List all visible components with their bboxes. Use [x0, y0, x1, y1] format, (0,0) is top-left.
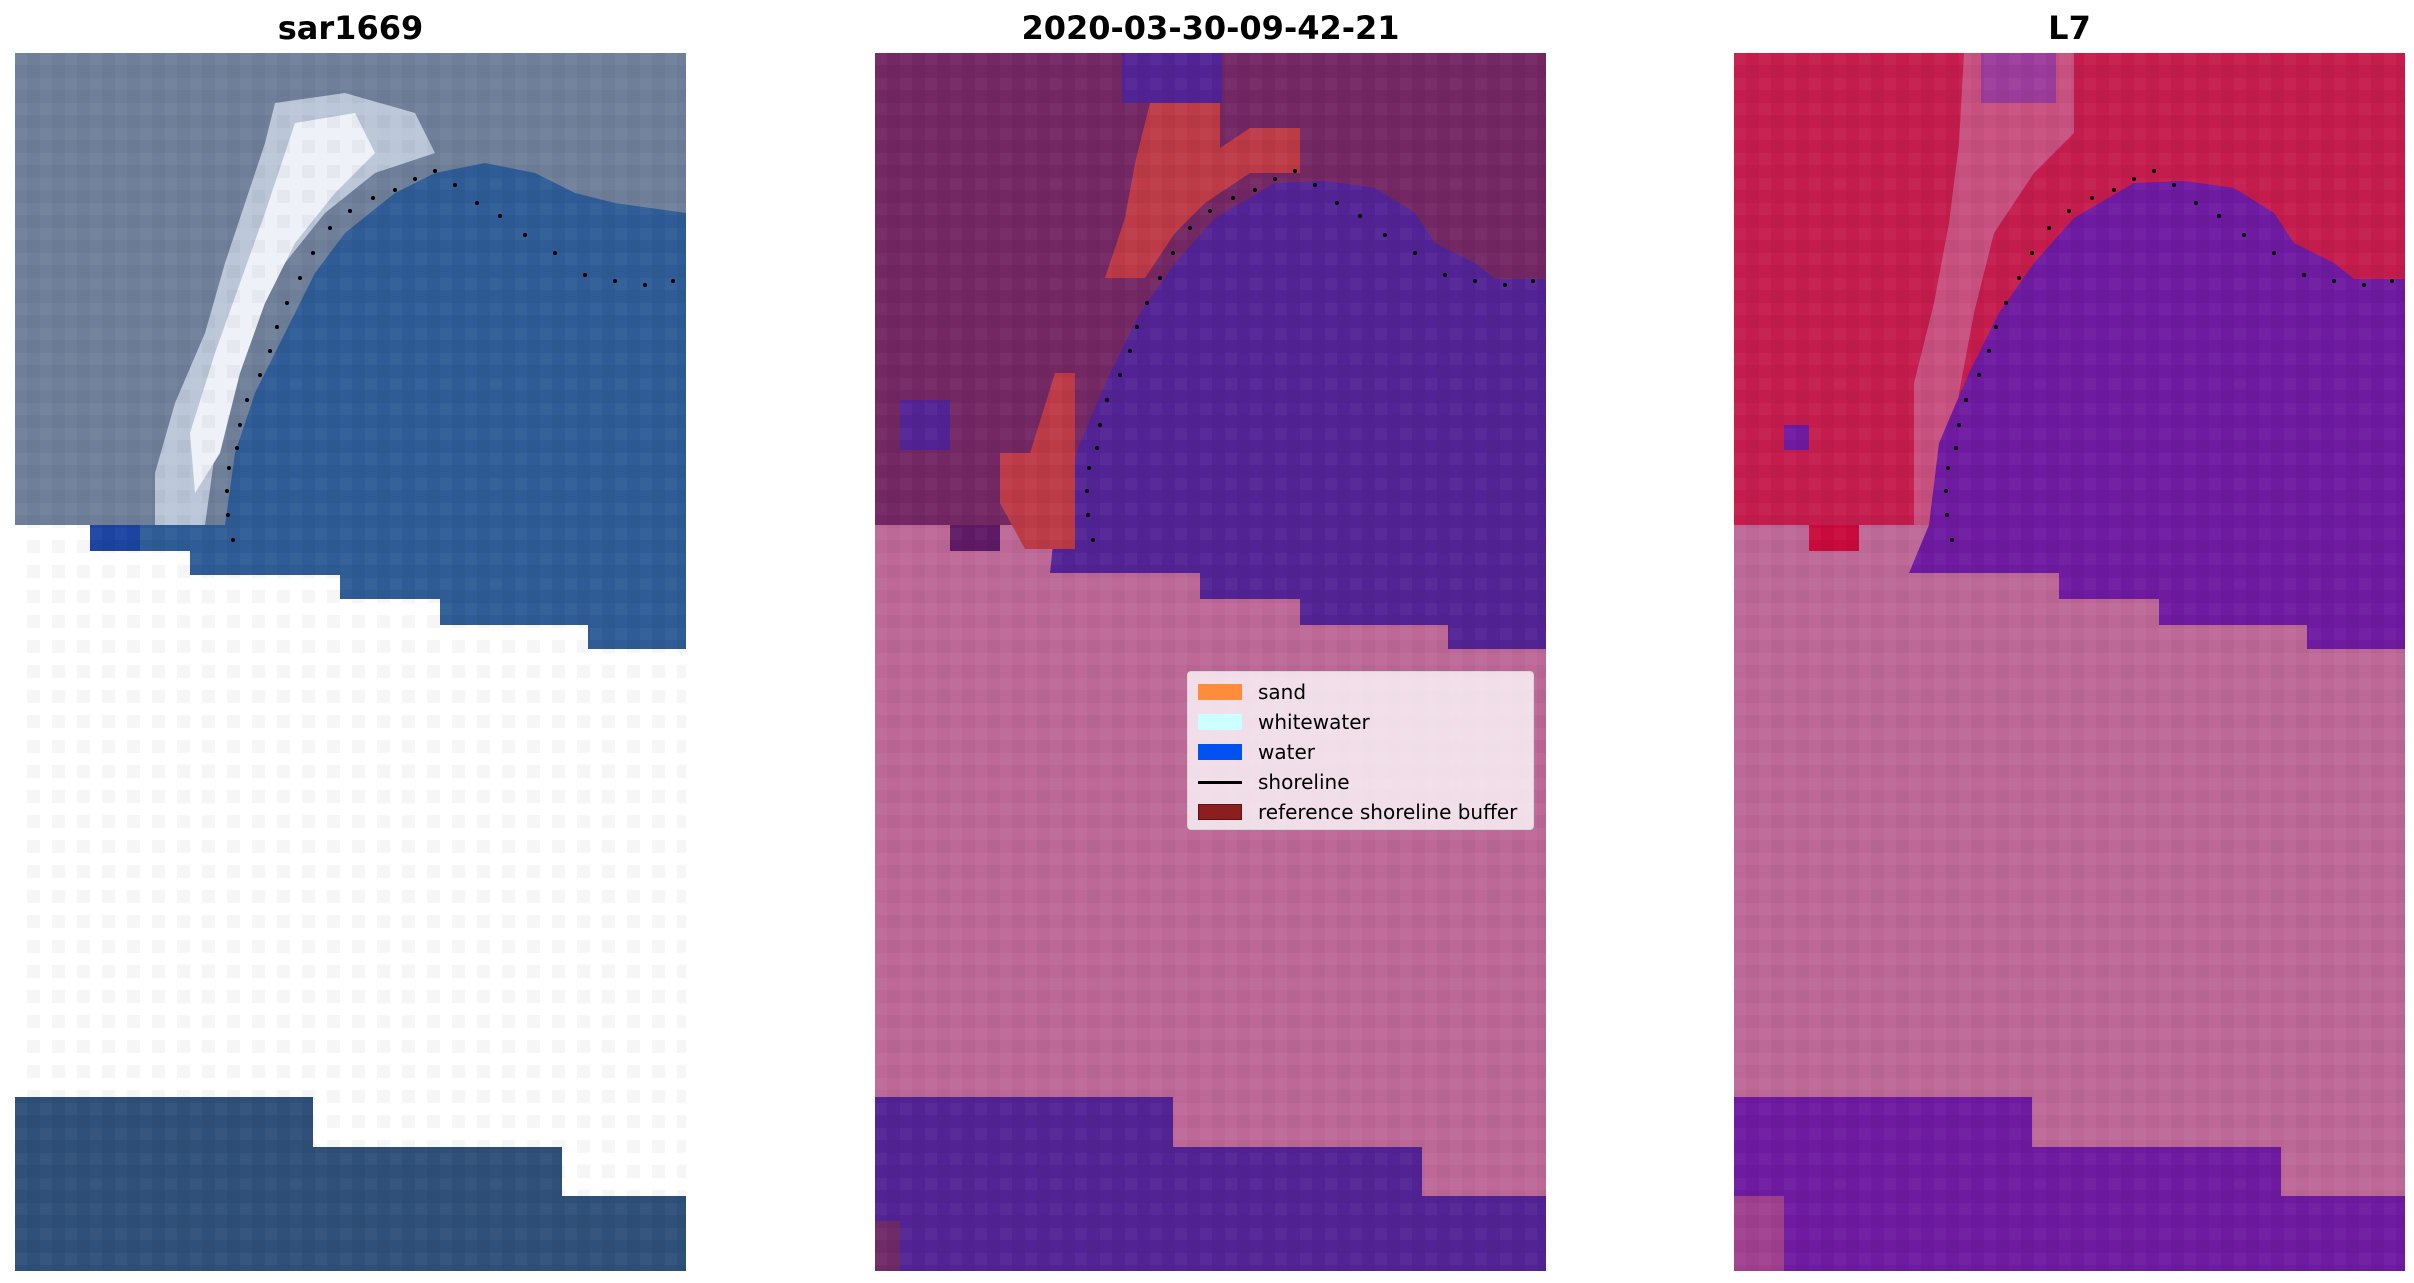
classification-panel	[875, 53, 1546, 1271]
classification-image	[875, 53, 1546, 1271]
legend-label-whitewater: whitewater	[1258, 710, 1370, 734]
legend-item-water: water	[1198, 738, 1315, 766]
index-image	[1734, 53, 2405, 1271]
shoreline	[225, 169, 675, 542]
shoreline-swatch	[1198, 780, 1242, 784]
legend-label-buffer: reference shoreline buffer	[1258, 800, 1518, 824]
rgb-image	[15, 53, 686, 1271]
legend-label-sand: sand	[1258, 680, 1307, 704]
panel-title-classification: 2020-03-30-09-42-21	[1021, 9, 1400, 47]
buffer-swatch	[1198, 804, 1242, 820]
rgb-image-panel	[15, 53, 686, 1271]
whitewater-swatch	[1198, 714, 1242, 730]
legend-item-whitewater: whitewater	[1198, 708, 1370, 736]
legend-label-shoreline: shoreline	[1258, 770, 1350, 794]
legend: sand whitewater water shoreline referenc…	[1187, 671, 1534, 830]
legend-item-sand: sand	[1198, 678, 1306, 706]
sand-swatch	[1198, 684, 1242, 700]
panel-title-rgb: sar1669	[277, 9, 424, 47]
water-swatch	[1198, 744, 1242, 760]
shoreline	[1944, 169, 2394, 542]
legend-item-shoreline: shoreline	[1198, 768, 1350, 796]
legend-item-buffer: reference shoreline buffer	[1198, 798, 1517, 826]
index-panel	[1734, 53, 2405, 1271]
panel-title-index: L7	[2048, 9, 2091, 47]
shoreline	[1085, 169, 1535, 542]
legend-label-water: water	[1258, 740, 1315, 764]
